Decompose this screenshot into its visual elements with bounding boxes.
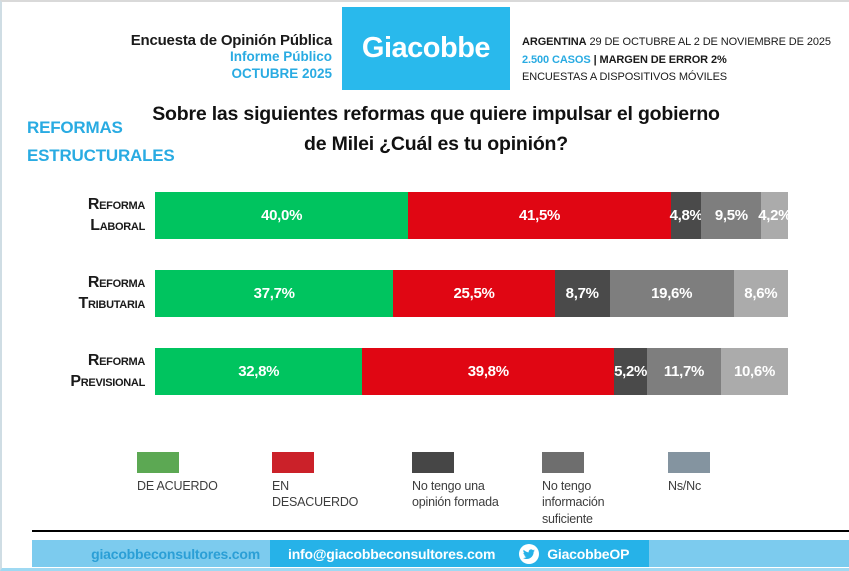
legend-label: No tengo información suficiente: [542, 479, 605, 526]
legend-item: EN DESACUERDO: [272, 452, 372, 511]
legend-item: Ns/Nc: [668, 452, 768, 494]
giacobbe-logo-text: Giacobbe: [361, 32, 491, 64]
footer-rule: [32, 530, 849, 532]
legend-label: DE ACUERDO: [137, 479, 218, 493]
question-title: Sobre las siguientes reformas que quiere…: [152, 103, 720, 156]
bar-segment: 11,7%: [647, 348, 721, 395]
row-category-label: Reforma Previsional: [70, 351, 145, 390]
legend-label: EN DESACUERDO: [272, 479, 359, 510]
section-label-line2: ESTRUCTURALES: [27, 146, 175, 166]
bar-segment: 4,2%: [758, 192, 792, 239]
legend-item: DE ACUERDO: [137, 452, 237, 494]
bar-segment: 37,7%: [155, 270, 394, 317]
website-link[interactable]: giacobbeconsultores.com: [91, 545, 260, 562]
legend-swatch: [542, 452, 584, 473]
report-month: OCTUBRE 2025: [231, 65, 332, 81]
bar-segment: 41,5%: [408, 192, 671, 239]
email-link[interactable]: info@giacobbeconsultores.com: [270, 540, 514, 567]
legend-swatch: [137, 452, 179, 473]
footer-bar: giacobbeconsultores.com info@giacobbecon…: [32, 540, 849, 567]
bar-track: 40,0% 41,5% 4,8% 9,5% 4,2%: [155, 192, 792, 239]
legend-item: No tengo información suficiente: [542, 452, 642, 527]
bar-track: 32,8% 39,8% 5,2% 11,7% 10,6%: [155, 348, 789, 395]
country-label: ARGENTINA: [522, 36, 587, 48]
bar-segment: 4,8%: [670, 192, 703, 239]
margin-of-error: MARGEN DE ERROR 2%: [599, 53, 727, 66]
bar-segment: 40,0%: [155, 192, 409, 239]
bar-segment: 39,8%: [362, 348, 615, 395]
chart-row: Reforma Laboral 40,0% 41,5% 4,8% 9,5% 4,2%: [42, 192, 792, 239]
legend-item: No tengo una opinión formada: [412, 452, 512, 511]
header-right: ARGENTINA 29 DE OCTUBRE AL 2 DE NOVIEMBR…: [522, 34, 842, 87]
bar-segment: 5,2%: [614, 348, 647, 395]
legend-swatch: [668, 452, 710, 473]
row-category-label: Reforma Tributaria: [78, 273, 146, 312]
bar-segment: 10,6%: [720, 348, 789, 395]
field-dates: 29 DE OCTUBRE AL 2 DE NOVIEMBRE DE 2025: [586, 36, 831, 48]
legend-swatch: [412, 452, 454, 473]
chart-row: Reforma Tributaria 37,7% 25,5% 8,7% 19,6% 8,6…: [42, 270, 788, 317]
footer-filler: [649, 540, 849, 567]
sample-line: 2.500 CASOS | MARGEN DE ERROR 2%: [522, 52, 842, 70]
row-category-label: Reforma Laboral: [87, 195, 145, 234]
bar-segment: 32,8%: [155, 348, 363, 395]
section-label-line1: REFORMAS: [27, 118, 123, 137]
giacobbe-logo: Giacobbe: [342, 7, 510, 90]
separator: |: [590, 53, 600, 66]
twitter-handle: GiacobbeOP: [547, 545, 630, 562]
methodology-line: ENCUESTAS A DISPOSITIVOS MÓVILES: [522, 71, 728, 84]
bar-segment: 8,7%: [554, 270, 610, 317]
stacked-bar-chart: Reforma Laboral 40,0% 41,5% 4,8% 9,5% 4,2% Ref…: [42, 192, 792, 426]
bar-segment: 8,6%: [733, 270, 788, 317]
fieldwork-line: ARGENTINA 29 DE OCTUBRE AL 2 DE NOVIEMBR…: [522, 34, 842, 52]
section-label: REFORMAS ESTRUCTURALES: [27, 114, 175, 170]
header-left: Encuesta de Opinión Pública Informe Públ…: [2, 32, 333, 83]
survey-title: Encuesta de Opinión Pública: [130, 32, 333, 49]
chart-row: Reforma Previsional 32,8% 39,8% 5,2% 11,7% 10…: [42, 348, 789, 395]
cases-label: 2.500 CASOS: [522, 53, 591, 66]
legend-label: No tengo una opinión formada: [412, 479, 499, 510]
twitter-icon: [519, 543, 540, 564]
legend-swatch: [272, 452, 314, 473]
bar-segment: 9,5%: [701, 192, 762, 239]
bar-track: 37,7% 25,5% 8,7% 19,6% 8,6%: [155, 270, 788, 317]
bar-segment: 25,5%: [393, 270, 555, 317]
bar-segment: 19,6%: [609, 270, 734, 317]
report-type: Informe Público: [229, 49, 332, 64]
chart-legend: DE ACUERDO EN DESACUERDO No tengo una opin…: [2, 452, 849, 532]
legend-label: Ns/Nc: [668, 479, 702, 493]
twitter-link[interactable]: GiacobbeOP: [513, 540, 650, 567]
